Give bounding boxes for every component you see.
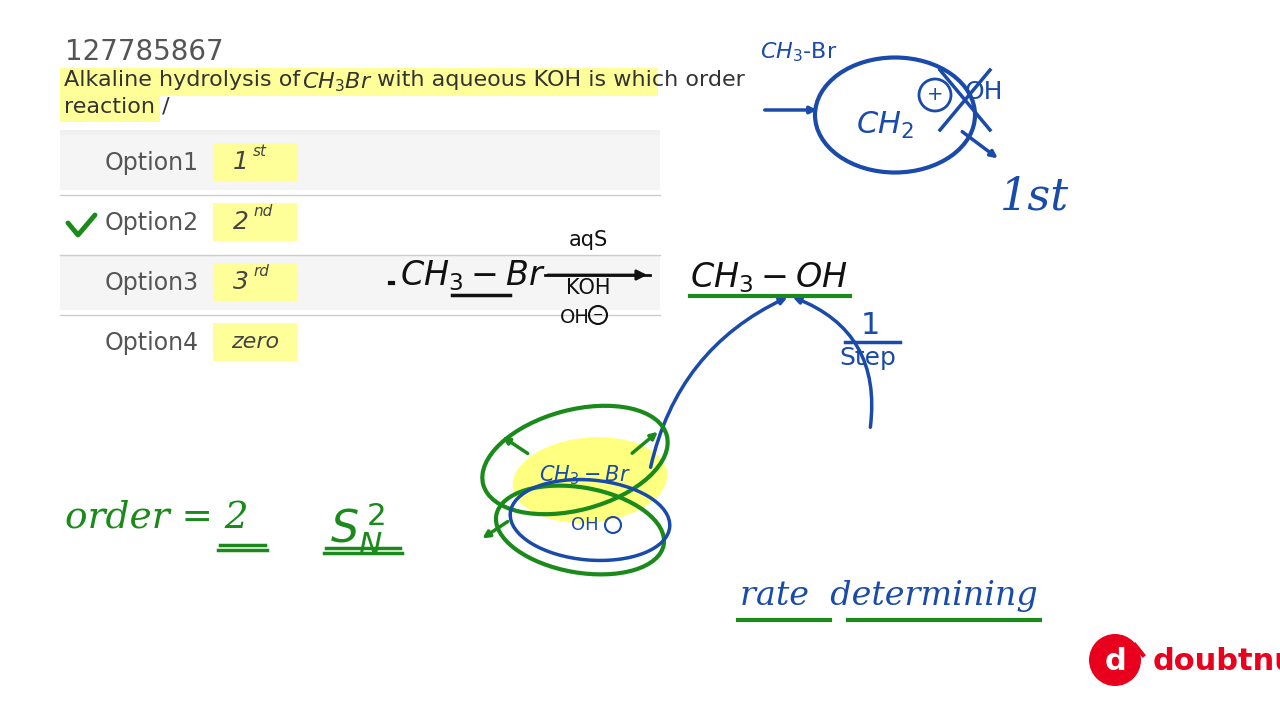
Text: OH: OH (561, 308, 590, 327)
Text: −: − (593, 308, 603, 322)
Text: $CH_3Br$: $CH_3Br$ (302, 70, 372, 94)
Text: doubtnut: doubtnut (1153, 647, 1280, 677)
FancyBboxPatch shape (60, 195, 660, 250)
Text: OH: OH (965, 80, 1004, 104)
Text: 1: 1 (233, 150, 248, 174)
FancyBboxPatch shape (60, 96, 160, 122)
FancyBboxPatch shape (212, 323, 297, 361)
FancyBboxPatch shape (60, 130, 660, 160)
Text: order = 2: order = 2 (65, 500, 248, 536)
FancyBboxPatch shape (212, 263, 297, 301)
Text: aqS: aqS (568, 230, 608, 250)
Text: rd: rd (253, 264, 269, 279)
FancyBboxPatch shape (60, 135, 660, 190)
Text: 127785867: 127785867 (65, 38, 224, 66)
Text: st: st (253, 143, 268, 158)
Text: Option4: Option4 (105, 331, 200, 355)
Text: reaction /: reaction / (64, 97, 170, 117)
Text: Option2: Option2 (105, 211, 200, 235)
Text: Option1: Option1 (105, 151, 198, 175)
Text: 1: 1 (860, 311, 879, 340)
Text: d: d (1105, 647, 1126, 677)
Text: $CH_3-OH$: $CH_3-OH$ (690, 260, 847, 294)
Text: rate  determining: rate determining (740, 580, 1038, 612)
Text: $CH_2$: $CH_2$ (856, 109, 914, 140)
Text: zero: zero (230, 332, 279, 352)
Text: +: + (927, 86, 943, 104)
Text: $CH_3-Br$: $CH_3-Br$ (539, 463, 631, 487)
Text: with aqueous KOH is which order: with aqueous KOH is which order (370, 70, 745, 90)
Text: $CH_3-Br$: $CH_3-Br$ (399, 258, 545, 293)
FancyBboxPatch shape (398, 68, 658, 96)
Text: KOH: KOH (566, 278, 611, 298)
Text: Step: Step (840, 346, 896, 370)
Text: 2: 2 (233, 210, 248, 234)
FancyBboxPatch shape (60, 315, 660, 370)
Text: Alkaline hydrolysis of: Alkaline hydrolysis of (64, 70, 307, 90)
Text: 3: 3 (233, 270, 248, 294)
Text: Option3: Option3 (105, 271, 200, 295)
Text: $S_N^{\,2}$: $S_N^{\,2}$ (330, 500, 385, 557)
Text: 1st: 1st (1000, 175, 1069, 218)
FancyBboxPatch shape (212, 143, 297, 181)
Text: OH: OH (571, 516, 599, 534)
Text: $CH_3$-Br: $CH_3$-Br (760, 40, 837, 63)
FancyBboxPatch shape (60, 68, 658, 96)
FancyBboxPatch shape (60, 255, 660, 310)
Text: nd: nd (253, 204, 273, 218)
Circle shape (1089, 634, 1140, 686)
FancyBboxPatch shape (212, 203, 297, 241)
Ellipse shape (513, 437, 667, 523)
